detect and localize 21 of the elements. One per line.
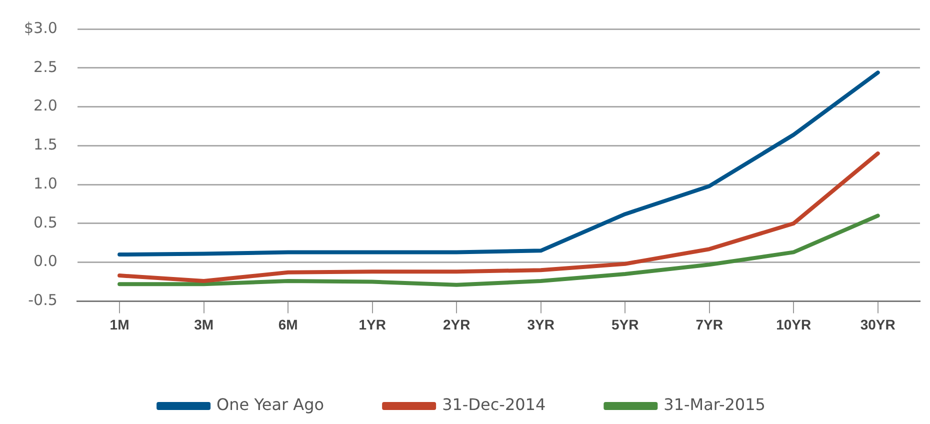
legend-label: 31-Dec-2014 <box>442 395 546 414</box>
x-tick-label: 1M <box>110 316 130 332</box>
y-tick-label: 2.0 <box>34 96 58 115</box>
y-tick-label: 1.5 <box>34 136 58 154</box>
y-tick-label: 0.5 <box>34 213 58 232</box>
y-tick-label: 1.0 <box>34 174 58 192</box>
x-tick-label: 3M <box>194 316 214 332</box>
x-tick-label: 6M <box>278 316 298 332</box>
y-tick-label: -0.5 <box>28 291 58 310</box>
y-tick-label: $3.0 <box>24 18 58 37</box>
y-tick-label: 0.0 <box>34 252 58 270</box>
legend-label: 31-Mar-2015 <box>664 395 766 414</box>
y-tick-label: 2.5 <box>34 58 58 76</box>
x-tick-label: 7YR <box>696 316 723 332</box>
x-tick-label: 1YR <box>358 316 386 332</box>
x-tick-label: 10YR <box>776 316 812 332</box>
x-tick-label: 5YR <box>611 316 639 332</box>
legend-label: One Year Ago <box>216 395 324 414</box>
x-tick-label: 3YR <box>527 316 554 332</box>
x-tick-label: 30YR <box>860 316 896 332</box>
x-tick-label: 2YR <box>442 316 470 332</box>
